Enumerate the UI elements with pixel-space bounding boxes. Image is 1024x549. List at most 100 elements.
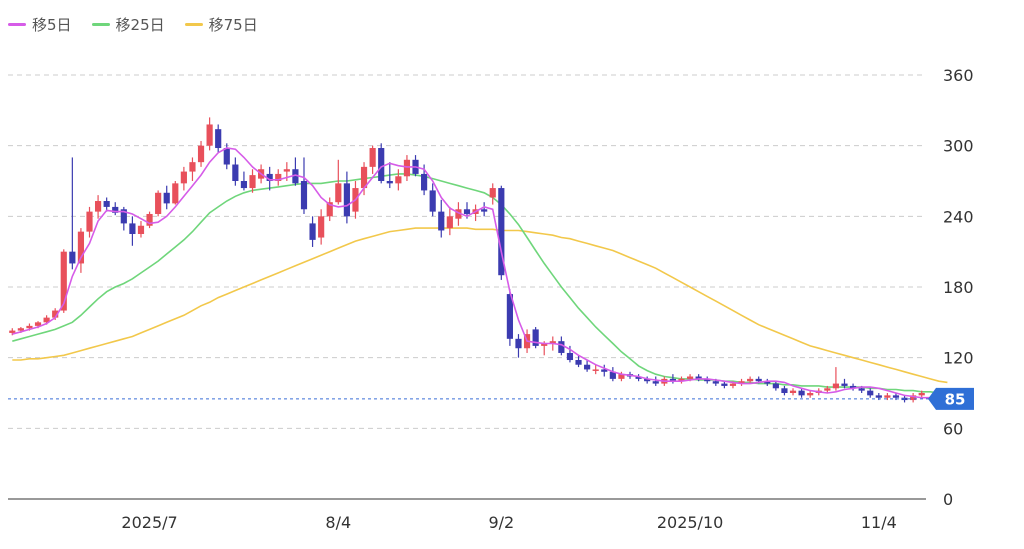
candle-body bbox=[592, 369, 599, 371]
candle-body bbox=[129, 223, 136, 234]
candle-body bbox=[172, 183, 179, 204]
candle-body bbox=[489, 188, 496, 198]
y-tick-label: 180 bbox=[943, 278, 974, 297]
candle-body bbox=[292, 169, 299, 184]
legend-ma25[interactable]: 移25日 bbox=[91, 14, 165, 35]
candle-body bbox=[34, 322, 42, 326]
candle-body bbox=[858, 388, 865, 391]
grid-lines bbox=[8, 74, 926, 500]
candle-body bbox=[541, 343, 548, 346]
candle-body bbox=[17, 328, 24, 331]
candle-body bbox=[764, 381, 771, 384]
candle-body bbox=[875, 395, 882, 398]
candle-body bbox=[189, 162, 196, 172]
current-price-badge bbox=[928, 387, 974, 410]
legend-ma5-label: 移5日 bbox=[32, 16, 72, 34]
candle-body bbox=[300, 181, 308, 210]
candle-body bbox=[849, 385, 857, 389]
candle-body bbox=[566, 352, 574, 361]
candle-body bbox=[421, 173, 428, 191]
candle-body bbox=[832, 383, 840, 389]
candle-body bbox=[635, 376, 642, 379]
x-tick-label: 8/4 bbox=[325, 513, 351, 532]
candle-body bbox=[77, 231, 85, 264]
candle-body bbox=[729, 383, 737, 386]
candle-body bbox=[807, 393, 814, 396]
candle-body bbox=[120, 209, 127, 224]
legend-ma75[interactable]: 移75日 bbox=[184, 14, 258, 35]
candle-body bbox=[867, 390, 874, 396]
candle-body bbox=[601, 369, 608, 372]
candle-body bbox=[678, 378, 685, 382]
candle-body bbox=[584, 364, 591, 370]
candle-body bbox=[103, 201, 110, 207]
y-tick-label: 0 bbox=[943, 490, 953, 509]
candle-body bbox=[669, 378, 676, 382]
candle-body bbox=[738, 381, 745, 384]
candle-body bbox=[112, 206, 119, 213]
candle-body bbox=[532, 329, 539, 346]
candle-body bbox=[249, 175, 256, 189]
candle-body bbox=[755, 378, 762, 382]
candle-body bbox=[575, 360, 582, 365]
candle-body bbox=[772, 383, 779, 389]
candle-body bbox=[918, 393, 925, 396]
legend-ma75-label: 移75日 bbox=[208, 16, 258, 34]
ma25-swatch bbox=[91, 23, 110, 26]
y-tick-label: 120 bbox=[943, 349, 974, 368]
candle-body bbox=[686, 376, 694, 379]
candle-body bbox=[498, 188, 505, 276]
candle-body bbox=[369, 148, 376, 167]
legend-ma25-label: 移25日 bbox=[115, 16, 165, 34]
candle-body bbox=[43, 317, 50, 323]
candle-body bbox=[609, 371, 616, 379]
candle-body bbox=[94, 201, 102, 212]
candle-body bbox=[326, 202, 333, 217]
candle-body bbox=[789, 390, 797, 393]
candle-body bbox=[644, 378, 651, 382]
ma75-swatch bbox=[184, 23, 203, 26]
candle-body bbox=[506, 294, 513, 339]
candle-body bbox=[884, 395, 891, 398]
ma5-swatch bbox=[8, 23, 26, 26]
y-tick-label: 300 bbox=[943, 137, 974, 156]
candle-body bbox=[86, 211, 93, 232]
candle-body bbox=[910, 395, 917, 401]
candle-body bbox=[9, 330, 16, 333]
candle-body bbox=[26, 325, 33, 329]
candles bbox=[9, 117, 925, 403]
candle-body bbox=[69, 251, 76, 264]
candle-body bbox=[378, 148, 385, 181]
candle-body bbox=[704, 378, 711, 382]
candle-body bbox=[652, 381, 659, 384]
candle-body bbox=[335, 183, 342, 203]
candle-body bbox=[206, 124, 213, 146]
candle-body bbox=[163, 192, 170, 204]
candle-body bbox=[197, 145, 205, 163]
y-tick-label: 240 bbox=[943, 207, 974, 226]
candle-body bbox=[549, 341, 556, 344]
candle-body bbox=[283, 169, 290, 172]
candle-body bbox=[386, 181, 393, 184]
candle-body bbox=[360, 166, 368, 189]
y-tick-label: 60 bbox=[943, 419, 963, 438]
candle-body bbox=[798, 390, 805, 396]
x-tick-label: 2025/10 bbox=[657, 513, 723, 532]
candle-body bbox=[747, 378, 754, 382]
candle-body bbox=[232, 164, 239, 181]
x-tick-label: 2025/7 bbox=[121, 513, 177, 532]
candle-body bbox=[824, 388, 831, 391]
candle-body bbox=[266, 173, 273, 181]
legend-ma5[interactable]: 移5日 bbox=[8, 14, 72, 35]
x-tick-label: 11/4 bbox=[861, 513, 897, 532]
candle-body bbox=[395, 176, 402, 184]
candle-body bbox=[481, 209, 488, 212]
candle-body bbox=[721, 383, 728, 386]
candle-body bbox=[403, 159, 411, 177]
candle-body bbox=[223, 148, 230, 165]
candle-body bbox=[318, 216, 325, 238]
candle-body bbox=[463, 209, 471, 214]
candle-body bbox=[558, 341, 565, 353]
